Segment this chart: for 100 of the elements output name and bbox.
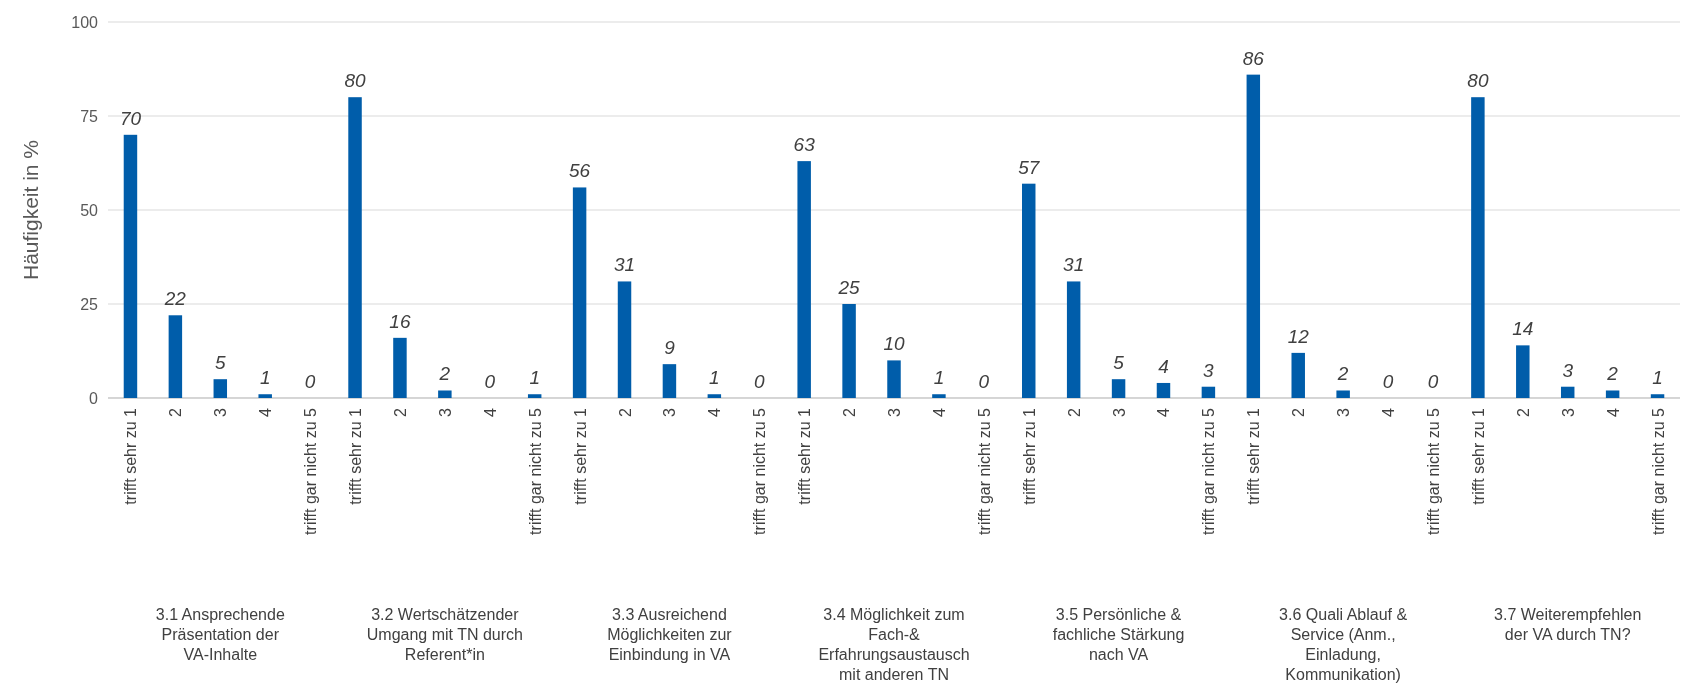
data-label: 10 <box>883 333 905 355</box>
data-label: 63 <box>793 134 816 156</box>
bar <box>123 134 138 398</box>
bar <box>1336 390 1350 398</box>
bar <box>662 364 677 398</box>
data-label: 0 <box>1427 371 1439 392</box>
bar <box>842 304 856 398</box>
data-label: 57 <box>1018 156 1041 178</box>
bar <box>932 394 946 398</box>
bar <box>1156 382 1171 398</box>
bar <box>1111 379 1126 398</box>
y-tick-label: 0 <box>89 389 99 407</box>
data-label: 1 <box>933 367 945 389</box>
bar <box>1605 390 1620 398</box>
y-axis-title: Häufigkeit in % <box>19 139 42 281</box>
x-tick-label: 3 <box>1335 407 1353 417</box>
data-label: 56 <box>569 160 591 182</box>
y-tick-label: 75 <box>80 107 99 125</box>
bar <box>213 379 228 398</box>
x-tick-label: 4 <box>1380 407 1398 417</box>
x-tick-label: trifft gar nicht zu 5 <box>302 407 320 535</box>
x-tick-label: 4 <box>930 407 948 417</box>
data-label: 3 <box>1562 359 1574 381</box>
x-tick-label: trifft sehr zu 1 <box>1245 407 1263 505</box>
data-label: 22 <box>163 288 187 310</box>
data-label: 0 <box>753 371 765 392</box>
data-label: 12 <box>1287 325 1310 347</box>
bar <box>348 97 362 398</box>
bar <box>617 281 632 398</box>
x-tick-label: 3 <box>1110 407 1128 417</box>
data-label: 5 <box>1113 352 1125 374</box>
data-label: 1 <box>529 367 540 389</box>
x-tick-label: trifft gar nicht zu 5 <box>1424 407 1442 535</box>
data-label: 25 <box>837 277 861 298</box>
x-tick-label: trifft sehr zu 1 <box>347 407 365 505</box>
bar <box>1201 386 1216 398</box>
x-tick-label: 4 <box>481 407 499 417</box>
x-tick-label: 3 <box>1559 407 1577 417</box>
x-tick-label: 4 <box>257 407 275 417</box>
text: 3.5 Persönliche & fachliche Stärkung nach VA <box>1052 606 1185 663</box>
x-tick-label: 3 <box>436 407 454 417</box>
data-label: 1 <box>709 367 720 389</box>
x-tick-label: 2 <box>1290 407 1308 417</box>
bar <box>1291 352 1305 398</box>
data-label: 0 <box>1382 371 1394 392</box>
y-tick-label: 50 <box>80 201 99 219</box>
bar <box>527 394 542 398</box>
x-tick-label: trifft sehr zu 1 <box>122 407 140 505</box>
x-tick-label: trifft gar nicht zu 5 <box>1200 407 1218 535</box>
x-tick-label: 3 <box>886 407 903 417</box>
data-label: 9 <box>664 337 676 359</box>
data-label: 1 <box>1652 367 1663 389</box>
bar <box>393 337 407 398</box>
text: 3.1 Ansprechende Präsentation der VA-Inhalte <box>155 606 285 663</box>
x-tick-label: trifft gar nicht zu 5 <box>1649 407 1667 535</box>
data-label: 80 <box>1467 70 1489 92</box>
x-tick-label: 4 <box>1604 407 1622 417</box>
data-label: 0 <box>304 371 316 392</box>
data-label: 31 <box>1063 254 1085 276</box>
data-label: 1 <box>259 367 271 389</box>
text: 3.2 Wertschätzender Umgang mit TN durch Referent*in <box>366 606 523 663</box>
data-label: 4 <box>1158 355 1169 377</box>
data-label: 31 <box>613 254 636 276</box>
x-tick-label: 4 <box>1155 407 1173 417</box>
data-label: 0 <box>484 371 496 392</box>
bar <box>797 161 811 398</box>
x-tick-label: 4 <box>706 407 724 417</box>
text: 3.4 Möglichkeit zum Fach-& Erfahrungsaustausch mit anderen TN <box>818 606 970 683</box>
x-tick-label: trifft sehr zu 1 <box>1020 407 1038 505</box>
x-tick-label: trifft gar nicht zu 5 <box>751 407 769 535</box>
data-label: 2 <box>438 363 451 385</box>
data-label: 2 <box>1606 363 1619 385</box>
x-tick-label: 2 <box>391 407 409 417</box>
bar <box>168 315 183 398</box>
text: 3.3 Ausreichend Möglichkeiten zur Einbindung in VA <box>607 606 733 663</box>
x-tick-label: trifft gar nicht zu 5 <box>975 407 993 535</box>
data-label: 0 <box>978 371 990 392</box>
x-tick-label: trifft sehr zu 1 <box>571 407 589 505</box>
data-label: 3 <box>1203 359 1215 381</box>
bar <box>1066 281 1081 398</box>
x-tick-label: 3 <box>661 407 679 417</box>
data-label: 70 <box>119 107 142 129</box>
bar <box>707 394 722 398</box>
data-label: 14 <box>1512 318 1534 340</box>
y-tick-label: 100 <box>71 13 99 31</box>
bar <box>572 187 587 398</box>
bar <box>1560 386 1575 398</box>
x-tick-label: 3 <box>212 407 230 417</box>
text: 3.7 Weiterempfehlen der VA durch TN? <box>1494 606 1642 643</box>
bar <box>1022 183 1036 398</box>
x-tick-label: trifft sehr zu 1 <box>1469 407 1487 505</box>
text: 3.6 Quali Ablauf & Service (Anm., Einladung, Kommunikation) <box>1279 606 1408 683</box>
x-tick-label: 2 <box>1065 407 1083 417</box>
y-tick-label: 25 <box>80 295 99 313</box>
bar <box>887 360 901 398</box>
bar <box>1516 345 1530 398</box>
bar <box>438 390 452 398</box>
bar <box>1471 97 1485 398</box>
data-label: 2 <box>1336 363 1349 385</box>
x-tick-label: trifft sehr zu 1 <box>796 407 814 505</box>
